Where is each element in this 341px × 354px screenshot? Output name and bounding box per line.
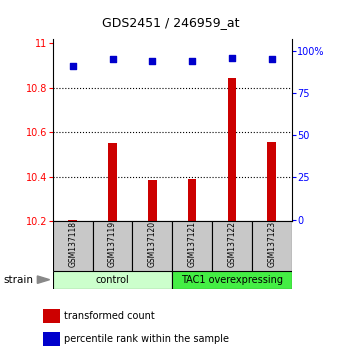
Polygon shape — [38, 276, 50, 283]
Point — [70, 63, 75, 69]
Bar — [172, 271, 292, 289]
Bar — [188, 178, 196, 221]
Text: GSM137118: GSM137118 — [68, 221, 77, 267]
Text: GSM137120: GSM137120 — [148, 221, 157, 267]
Point — [189, 58, 195, 64]
Text: GSM137123: GSM137123 — [267, 221, 276, 267]
Bar — [148, 180, 157, 221]
Bar — [252, 221, 292, 271]
Text: control: control — [96, 275, 129, 285]
Bar — [68, 220, 77, 221]
Text: strain: strain — [3, 275, 33, 285]
Point — [269, 56, 275, 62]
Text: TAC1 overexpressing: TAC1 overexpressing — [181, 275, 283, 285]
Bar — [43, 309, 60, 323]
Bar — [93, 221, 132, 271]
Bar — [108, 143, 117, 221]
Text: transformed count: transformed count — [64, 311, 155, 321]
Text: GDS2451 / 246959_at: GDS2451 / 246959_at — [102, 16, 239, 29]
Bar — [132, 221, 172, 271]
Text: GSM137122: GSM137122 — [227, 221, 236, 267]
Point — [229, 55, 235, 60]
Bar — [267, 142, 276, 221]
Text: percentile rank within the sample: percentile rank within the sample — [64, 334, 229, 344]
Text: GSM137121: GSM137121 — [188, 221, 197, 267]
Text: GSM137119: GSM137119 — [108, 221, 117, 267]
Point — [110, 56, 115, 62]
Bar — [172, 221, 212, 271]
Point — [150, 58, 155, 64]
Bar — [212, 221, 252, 271]
Bar — [227, 78, 236, 221]
Bar — [53, 271, 172, 289]
Bar — [43, 332, 60, 346]
Bar — [53, 221, 93, 271]
